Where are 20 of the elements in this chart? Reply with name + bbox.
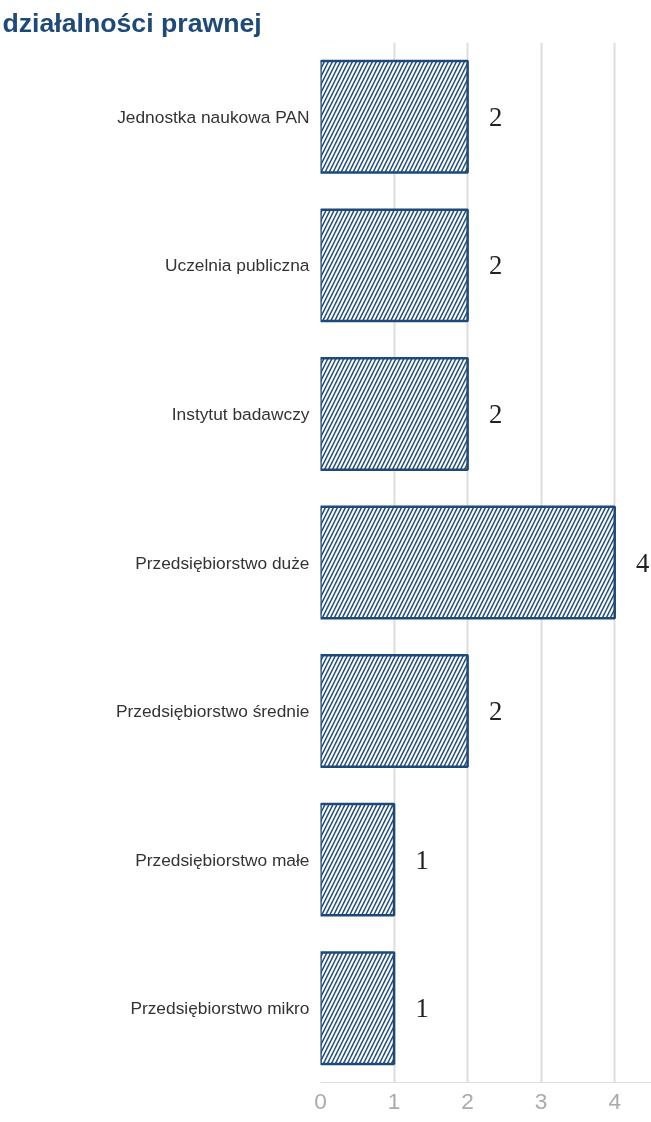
x-tick-label: 0 [314,1087,327,1114]
data-label: 1 [415,844,429,875]
data-label: 4 [636,547,650,578]
data-label: 2 [488,250,503,281]
y-tick-label: Instytut badawczy [171,403,310,424]
x-tick-label: 4 [608,1087,622,1114]
data-label: 1 [415,993,429,1024]
data-label: 2 [488,101,503,132]
y-tick-label: Jednostka naukowa PAN [117,106,310,127]
chart-title: działalności prawnej [2,7,262,38]
x-tick-label: 2 [461,1087,474,1114]
data-label: 2 [488,696,503,727]
y-tick-label: Przedsiębiorstwo średnie [115,701,310,722]
data-label: 2 [488,398,503,429]
y-tick-label: Przedsiębiorstwo małe [135,849,310,870]
x-tick-label: 3 [534,1087,548,1114]
y-tick-label: Przedsiębiorstwo duże [135,552,310,573]
x-tick-label: 1 [387,1087,401,1114]
y-tick-label: Uczelnia publiczna [165,255,310,276]
y-tick-label: Przedsiębiorstwo mikro [130,998,310,1019]
